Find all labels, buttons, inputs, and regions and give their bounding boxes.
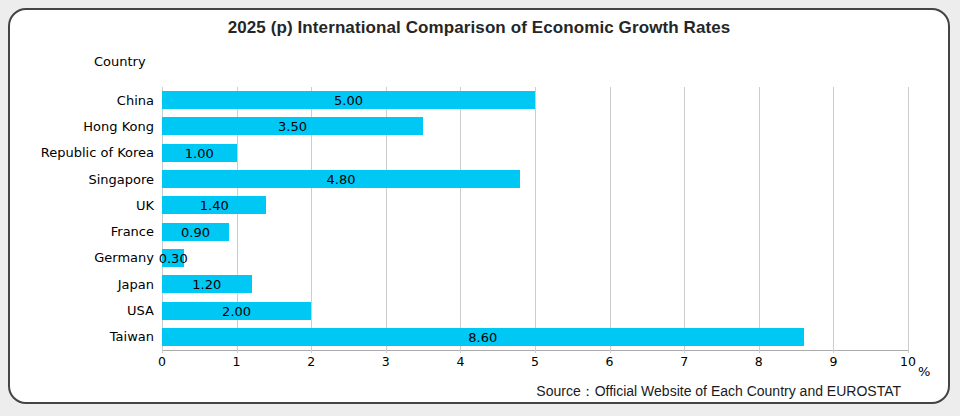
category-label: Taiwan bbox=[10, 329, 154, 344]
x-axis-unit-label: % bbox=[918, 364, 930, 379]
value-label: 5.00 bbox=[334, 93, 363, 108]
bar: 1.20 bbox=[162, 275, 252, 293]
bar: 1.40 bbox=[162, 196, 266, 214]
value-label: 0.90 bbox=[181, 224, 210, 239]
bar-row: USA 2.00 bbox=[10, 297, 948, 323]
source-note: Source：Official Website of Each Country … bbox=[536, 383, 901, 401]
bar-track: 5.00 bbox=[162, 91, 908, 109]
bar-row: China 5.00 bbox=[10, 87, 948, 113]
x-tick-label: 0 bbox=[158, 354, 166, 369]
x-tick-label: 1 bbox=[233, 354, 241, 369]
bar-row: UK 1.40 bbox=[10, 192, 948, 218]
category-label: Republic of Korea bbox=[10, 145, 154, 160]
bar-row: Singapore 4.80 bbox=[10, 166, 948, 192]
x-tick-label: 3 bbox=[382, 354, 390, 369]
x-tick-label: 6 bbox=[606, 354, 614, 369]
bar-track: 1.20 bbox=[162, 275, 908, 293]
chart-title: 2025 (p) International Comparison of Eco… bbox=[10, 18, 948, 38]
bar-row: Republic of Korea 1.00 bbox=[10, 140, 948, 166]
bar-row: Japan 1.20 bbox=[10, 271, 948, 297]
bar-row: Hong Kong 3.50 bbox=[10, 113, 948, 139]
bar-track: 1.00 bbox=[162, 144, 908, 162]
x-axis: 012345678910 bbox=[162, 354, 908, 370]
value-label: 8.60 bbox=[468, 329, 497, 344]
bar-track: 0.90 bbox=[162, 223, 908, 241]
bar-row: Taiwan 8.60 bbox=[10, 324, 948, 350]
value-label: 0.30 bbox=[159, 250, 188, 265]
value-label: 1.20 bbox=[192, 277, 221, 292]
bar-track: 8.60 bbox=[162, 328, 908, 346]
bar: 5.00 bbox=[162, 91, 535, 109]
bar-chart: China 5.00 Hong Kong 3.50 Republic of Korea 1… bbox=[10, 87, 948, 387]
x-tick-label: 7 bbox=[680, 354, 688, 369]
bar: 2.00 bbox=[162, 302, 311, 320]
chart-card: 2025 (p) International Comparison of Eco… bbox=[8, 8, 950, 404]
value-label: 2.00 bbox=[222, 303, 251, 318]
category-label: UK bbox=[10, 198, 154, 213]
value-label: 1.40 bbox=[200, 198, 229, 213]
x-tick-label: 8 bbox=[755, 354, 763, 369]
bar: 8.60 bbox=[162, 328, 804, 346]
x-tick-label: 4 bbox=[456, 354, 464, 369]
category-label: Singapore bbox=[10, 172, 154, 187]
bar: 1.00 bbox=[162, 144, 237, 162]
category-label: Japan bbox=[10, 277, 154, 292]
bar: 0.90 bbox=[162, 223, 229, 241]
category-label: China bbox=[10, 93, 154, 108]
value-label: 3.50 bbox=[278, 119, 307, 134]
x-tick-label: 2 bbox=[307, 354, 315, 369]
category-label: USA bbox=[10, 303, 154, 318]
bar-track: 1.40 bbox=[162, 196, 908, 214]
bar-rows: China 5.00 Hong Kong 3.50 Republic of Korea 1… bbox=[10, 87, 948, 350]
y-axis-title: Country bbox=[94, 54, 146, 69]
bar-row: France 0.90 bbox=[10, 218, 948, 244]
bar-track: 0.30 bbox=[162, 249, 908, 267]
x-tick-label: 9 bbox=[829, 354, 837, 369]
value-label: 4.80 bbox=[327, 172, 356, 187]
bar-track: 3.50 bbox=[162, 117, 908, 135]
value-label: 1.00 bbox=[185, 145, 214, 160]
bar-track: 2.00 bbox=[162, 302, 908, 320]
bar: 4.80 bbox=[162, 170, 520, 188]
bar: 3.50 bbox=[162, 117, 423, 135]
category-label: Germany bbox=[10, 250, 154, 265]
x-tick-label: 10 bbox=[900, 354, 916, 369]
category-label: Hong Kong bbox=[10, 119, 154, 134]
x-tick-label: 5 bbox=[531, 354, 539, 369]
bar-row: Germany 0.30 bbox=[10, 245, 948, 271]
bar-track: 4.80 bbox=[162, 170, 908, 188]
category-label: France bbox=[10, 224, 154, 239]
bar: 0.30 bbox=[162, 249, 184, 267]
